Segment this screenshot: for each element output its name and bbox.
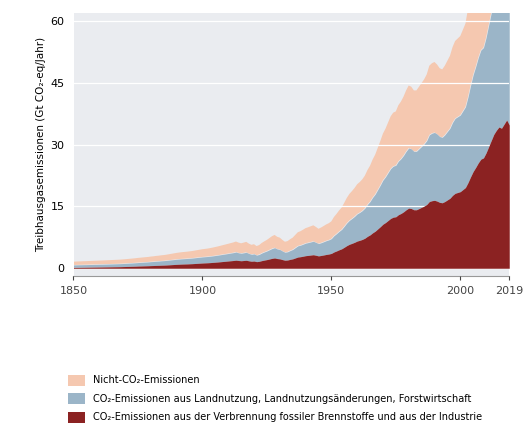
Legend: Nicht-CO₂-Emissionen, CO₂-Emissionen aus Landnutzung, Landnutzungsänderungen, Fo: Nicht-CO₂-Emissionen, CO₂-Emissionen aus… [68, 375, 482, 423]
Y-axis label: Treibhausgasemissionen (Gt CO₂-eq/Jahr): Treibhausgasemissionen (Gt CO₂-eq/Jahr) [36, 37, 46, 252]
